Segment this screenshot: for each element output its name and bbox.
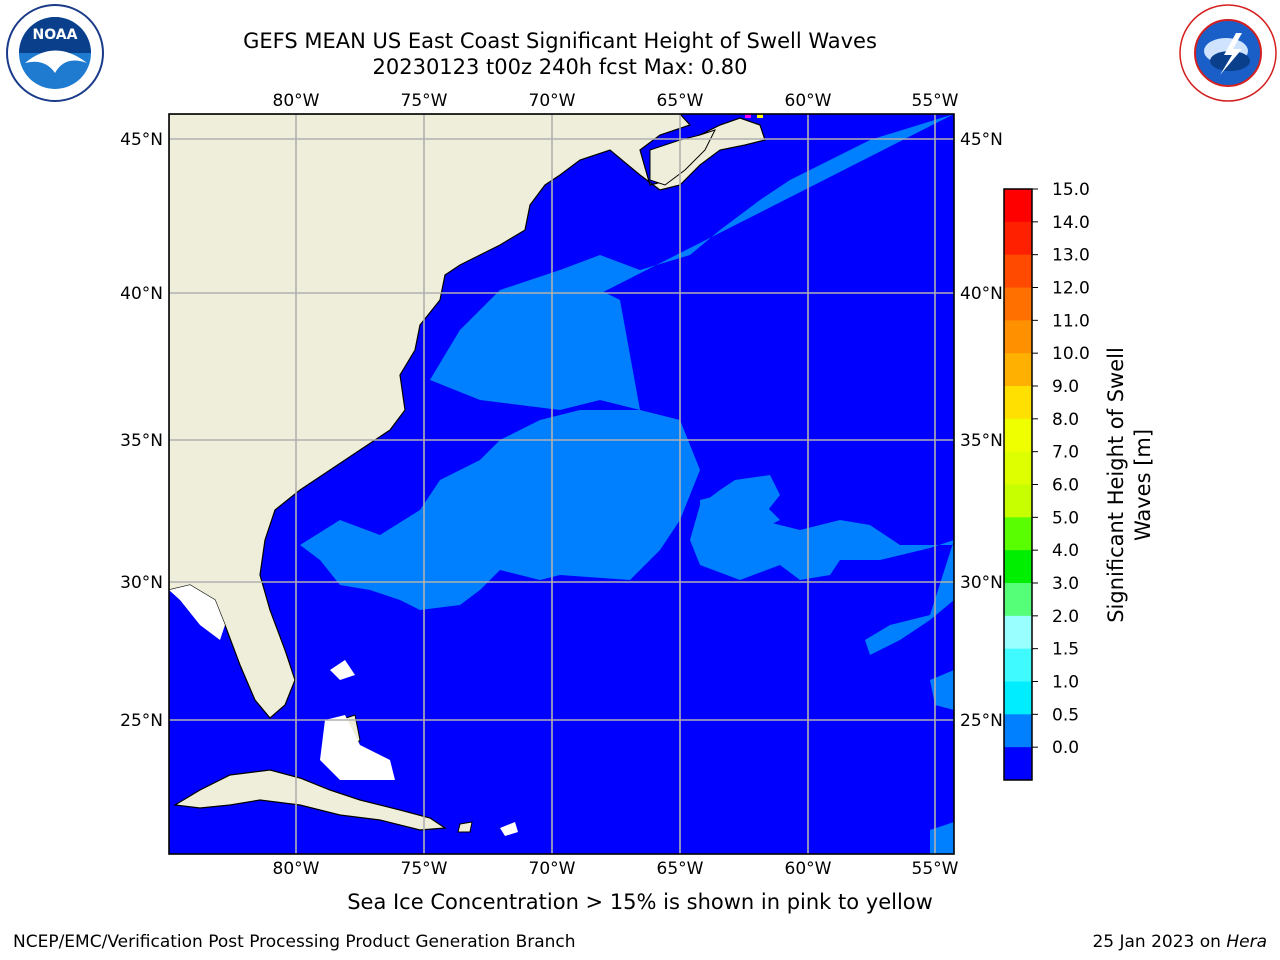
colorbar-tick-4: 11.0 [1052,311,1090,331]
lon-tick-top-4: 60°W [785,91,832,111]
land-cuba [173,769,447,831]
lon-tick-bottom-0: 80°W [273,859,320,879]
footer-branch: NCEP/EMC/Verification Post Processing Pr… [13,932,576,952]
noaa-logo: NOAA [5,3,105,107]
footer-date: 25 Jan 2023 on Hera [1092,932,1267,952]
lat-tick-left-1: 40°N [120,284,163,304]
footer-date-text: 25 Jan 2023 on [1092,932,1227,952]
map-frame [168,113,955,855]
colorbar-bin-3 [1004,287,1032,321]
colorbar-bin-11 [1004,550,1032,584]
noaa-logo-text: NOAA [33,27,78,43]
lon-tick-top-0: 80°W [273,91,320,111]
colorbar-tick-6: 9.0 [1052,377,1079,397]
colorbar-tick-17: 0.0 [1052,738,1079,758]
colorbar-tick-2: 13.0 [1052,246,1090,266]
colorbar-label-line1: Significant Height of Swell [1104,347,1128,623]
lat-tick-right-2: 35°N [960,431,1003,451]
colorbar-tick-0: 15.0 [1052,180,1090,200]
lat-tick-right-3: 30°N [960,573,1003,593]
colorbar-tick-11: 4.0 [1052,541,1079,561]
colorbar-bin-8 [1004,451,1032,485]
colorbar-label-line2: Waves [m] [1131,429,1155,541]
colorbar-bin-6 [1004,386,1032,420]
nws-logo [1178,3,1278,107]
colorbar-bin-5 [1004,353,1032,387]
lat-tick-left-2: 35°N [120,431,163,451]
lon-tick-bottom-5: 55°W [912,859,959,879]
lat-tick-left-3: 30°N [120,573,163,593]
lon-tick-bottom-1: 75°W [401,859,448,879]
lon-tick-bottom-2: 70°W [529,859,576,879]
colorbar-bin-15 [1004,681,1032,715]
colorbar-bin-16 [1004,714,1032,748]
lon-tick-top-5: 55°W [912,91,959,111]
lon-tick-bottom-4: 60°W [785,859,832,879]
sea-ice-note: Sea Ice Concentration > 15% is shown in … [347,890,933,914]
colorbar-bin-13 [1004,615,1032,650]
lat-tick-right-1: 40°N [960,284,1003,304]
lat-tick-left-0: 45°N [120,130,163,150]
colorbar-tick-13: 2.0 [1052,607,1079,627]
lat-tick-right-4: 25°N [960,711,1003,731]
land-north-america [169,114,766,719]
colorbar-tick-12: 3.0 [1052,574,1079,594]
colorbar-bin-12 [1004,583,1032,617]
lat-tick-right-0: 45°N [960,130,1003,150]
chart-subtitle: 20230123 t00z 240h fcst Max: 0.80 [372,55,748,79]
colorbar-bin-1 [1004,221,1032,256]
colorbar-bin-14 [1004,648,1032,682]
colorbar-bin-0 [1004,189,1032,223]
colorbar: 15.0 14.0 13.0 12.0 11.0 10.0 9.0 8.0 7.0 6.0 5.0 4… [1003,180,1090,781]
colorbar-tick-8: 7.0 [1052,443,1079,463]
colorbar-tick-1: 14.0 [1052,213,1090,233]
map-graticule [169,114,954,854]
colorbar-tick-16: 0.5 [1052,705,1079,725]
colorbar-bin-10 [1004,517,1032,551]
colorbar-bin-17 [1004,747,1032,781]
colorbar-bin-7 [1004,418,1032,453]
colorbar-bin-4 [1004,320,1032,354]
lon-tick-top-1: 75°W [401,91,448,111]
lon-tick-top-2: 70°W [529,91,576,111]
colorbar-tick-9: 6.0 [1052,476,1079,496]
colorbar-tick-14: 1.5 [1052,640,1079,660]
colorbar-tick-10: 5.0 [1052,508,1079,528]
chart-title: GEFS MEAN US East Coast Significant Heig… [243,29,877,53]
colorbar-tick-3: 12.0 [1052,279,1090,299]
colorbar-tick-7: 8.0 [1052,410,1079,430]
lon-tick-bottom-3: 65°W [657,859,704,879]
lat-tick-left-4: 25°N [120,711,163,731]
lon-tick-top-3: 65°W [657,91,704,111]
colorbar-bin-2 [1004,254,1032,288]
colorbar-tick-5: 10.0 [1052,344,1090,364]
colorbar-bin-9 [1004,484,1032,518]
colorbar-tick-15: 1.0 [1052,673,1079,693]
footer-machine: Hera [1226,932,1267,952]
